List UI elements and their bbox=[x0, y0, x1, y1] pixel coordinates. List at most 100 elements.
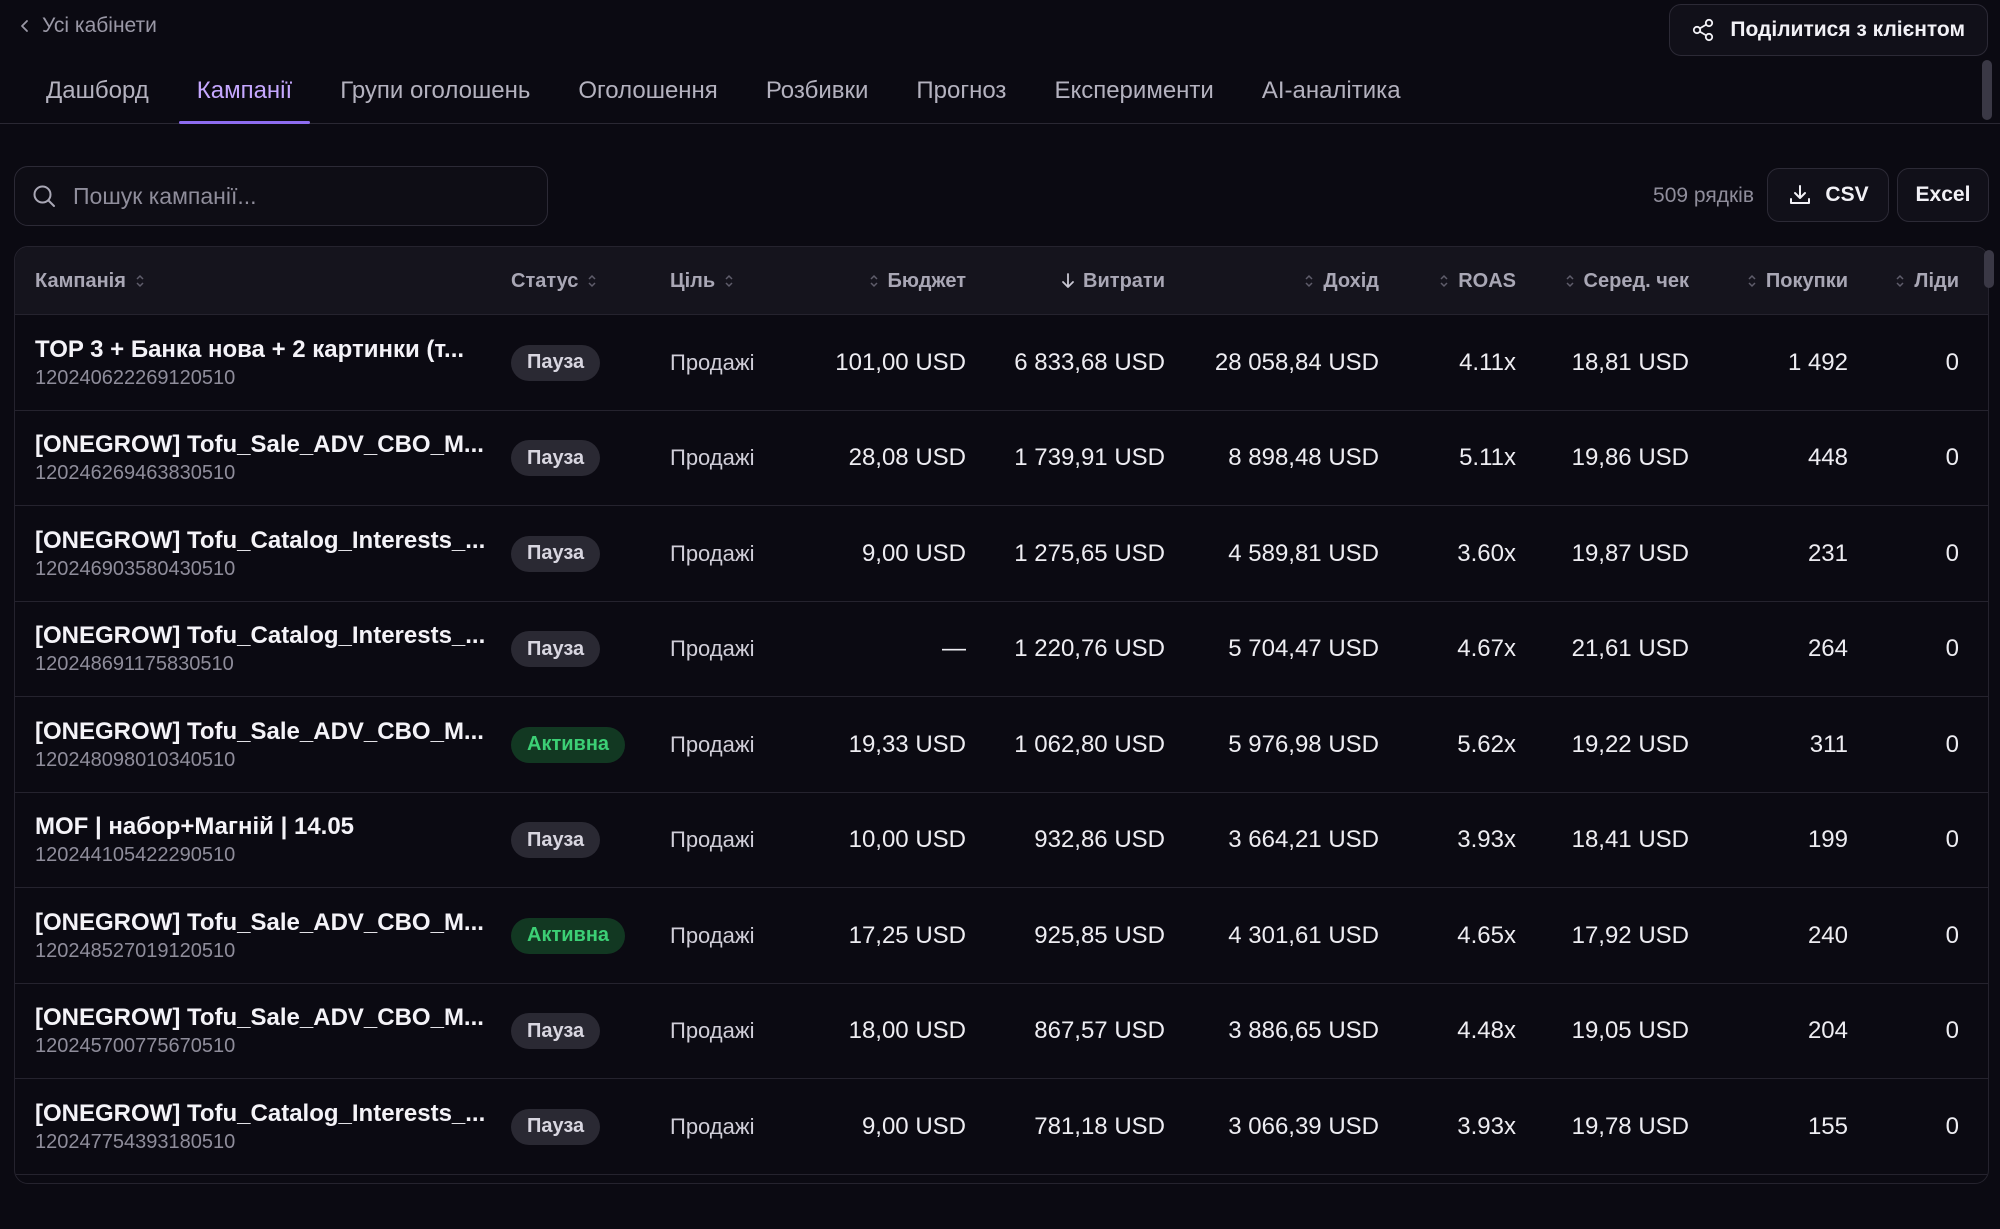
status-badge: Активна bbox=[511, 917, 626, 954]
purchases-cell: 231 bbox=[1807, 539, 1848, 567]
campaign-id: 120240622269120510 bbox=[35, 366, 236, 389]
revenue-cell: 3 886,65 USD bbox=[1228, 1017, 1379, 1044]
campaign-name[interactable]: [ONEGROW] Tofu_Sale_ADV_CBO_M... bbox=[35, 908, 484, 936]
campaign-cell[interactable]: [ONEGROW] Tofu_Catalog_Interests_... 120… bbox=[35, 602, 495, 697]
campaign-name[interactable]: [ONEGROW] Tofu_Catalog_Interests_... bbox=[35, 622, 486, 649]
campaign-cell[interactable]: TOP 3 + Банка нова + 2 картинки (т... 12… bbox=[35, 315, 495, 410]
tab-bar: Дашборд Кампанії Групи оголошень Оголоше… bbox=[0, 58, 2000, 124]
campaign-name[interactable]: [ONEGROW] Tofu_Sale_ADV_CBO_M... bbox=[35, 1004, 484, 1031]
status-cell: Пауза bbox=[511, 1079, 601, 1174]
leads-cell: 0 bbox=[1945, 730, 1959, 758]
table-row[interactable]: TOP 3 + Банка нова + 2 картинки (т... 12… bbox=[15, 315, 1988, 411]
column-header-leads[interactable]: Ліди bbox=[1865, 247, 1959, 315]
export-excel-button[interactable]: Excel bbox=[1897, 168, 1989, 222]
campaign-cell[interactable]: [ONEGROW] Tofu_Sale_ADV_CBO_M... 1202457… bbox=[35, 984, 495, 1079]
column-header-revenue[interactable]: Дохід bbox=[1195, 247, 1379, 315]
tab-ad-groups[interactable]: Групи оголошень bbox=[316, 58, 554, 123]
budget-cell: — bbox=[942, 635, 966, 662]
campaign-cell[interactable]: MOF | набор+Магній | 14.05 1202441054222… bbox=[35, 793, 495, 888]
column-header-budget[interactable]: Бюджет bbox=[815, 247, 966, 315]
table-row[interactable]: [ONEGROW] Tofu_Catalog_Interests_... 120… bbox=[15, 506, 1988, 602]
status-badge: Пауза bbox=[511, 440, 601, 476]
status-badge: Пауза bbox=[511, 344, 601, 381]
revenue-cell: 3 066,39 USD bbox=[1228, 1112, 1379, 1140]
budget-cell: 18,00 USD bbox=[848, 1017, 966, 1044]
tab-campaigns[interactable]: Кампанії bbox=[173, 58, 316, 124]
status-badge: Активна bbox=[511, 726, 626, 763]
spend-cell: 1 739,91 USD bbox=[1014, 444, 1165, 471]
campaign-name[interactable]: [ONEGROW] Tofu_Sale_ADV_CBO_M... bbox=[35, 717, 484, 745]
column-header-goal[interactable]: Ціль bbox=[670, 247, 735, 315]
column-header-avg-check[interactable]: Серед. чек bbox=[1525, 247, 1689, 315]
campaign-cell[interactable]: [ONEGROW] Tofu_Catalog_Interests_... 120… bbox=[35, 506, 495, 601]
campaign-cell[interactable]: [ONEGROW] Tofu_Catalog_Interests_... 120… bbox=[35, 1079, 495, 1174]
table-row[interactable]: [ONEGROW] Tofu_Sale_ADV_CBO_M... 1202457… bbox=[15, 984, 1988, 1079]
roas-cell: 3.60x bbox=[1457, 539, 1516, 567]
revenue-cell: 4 301,61 USD bbox=[1228, 921, 1379, 949]
roas-cell: 5.11x bbox=[1459, 444, 1516, 471]
campaign-id: 120248691175830510 bbox=[35, 653, 234, 675]
avg-check-cell: 19,86 USD bbox=[1571, 444, 1689, 471]
tab-ai-analytics[interactable]: AI-аналітика bbox=[1238, 58, 1425, 123]
campaign-name[interactable]: [ONEGROW] Tofu_Sale_ADV_CBO_M... bbox=[35, 431, 484, 458]
status-cell: Активна bbox=[511, 888, 626, 983]
search-input[interactable] bbox=[71, 181, 547, 211]
column-header-campaign[interactable]: Кампанія bbox=[35, 247, 146, 315]
column-header-status[interactable]: Статус bbox=[511, 247, 598, 315]
campaign-name[interactable]: [ONEGROW] Tofu_Catalog_Interests_... bbox=[35, 1099, 486, 1127]
share-with-client-button[interactable]: Поділитися з клієнтом bbox=[1669, 4, 1988, 56]
row-count: 509 рядків bbox=[1653, 184, 1754, 207]
avg-check-cell: 19,22 USD bbox=[1571, 730, 1689, 758]
campaign-id: 120246903580430510 bbox=[35, 557, 236, 580]
leads-cell: 0 bbox=[1945, 348, 1959, 376]
table-scrollbar[interactable] bbox=[1984, 250, 1994, 288]
status-cell: Пауза bbox=[511, 411, 601, 506]
column-header-purchases[interactable]: Покупки bbox=[1705, 247, 1848, 315]
status-badge: Пауза bbox=[511, 1108, 601, 1145]
campaign-cell[interactable]: [ONEGROW] Tofu_Sale_ADV_CBO_M... 1202480… bbox=[35, 697, 495, 792]
leads-cell: 0 bbox=[1945, 826, 1959, 853]
back-to-accounts-link[interactable]: Усі кабінети bbox=[18, 14, 157, 38]
column-header-spend[interactable]: Витрати bbox=[985, 247, 1165, 315]
column-label: Ліди bbox=[1914, 269, 1959, 292]
table-row[interactable]: [ONEGROW] Tofu_Catalog_Interests_... 120… bbox=[15, 1079, 1988, 1175]
table-row[interactable]: [ONEGROW] Tofu_Catalog_Interests_... 120… bbox=[15, 602, 1988, 697]
column-header-roas[interactable]: ROAS bbox=[1395, 247, 1516, 315]
export-csv-button[interactable]: CSV bbox=[1767, 168, 1889, 222]
status-cell: Пауза bbox=[511, 602, 601, 697]
table-row[interactable]: [ONEGROW] Tofu_Sale_ADV_CBO_M... 1202462… bbox=[15, 411, 1988, 506]
sort-icon bbox=[1896, 274, 1904, 288]
leads-cell: 0 bbox=[1945, 635, 1959, 662]
tab-ads[interactable]: Оголошення bbox=[554, 58, 741, 123]
tab-experiments[interactable]: Експерименти bbox=[1030, 58, 1237, 123]
campaign-name[interactable]: TOP 3 + Банка нова + 2 картинки (т... bbox=[35, 335, 465, 363]
status-badge: Пауза bbox=[511, 822, 601, 858]
tab-breakdowns[interactable]: Розбивки bbox=[742, 58, 893, 123]
tabs-scrollbar[interactable] bbox=[1982, 60, 1992, 120]
tab-forecast[interactable]: Прогноз bbox=[892, 58, 1030, 123]
csv-label: CSV bbox=[1825, 183, 1869, 206]
revenue-cell: 5 704,47 USD bbox=[1228, 635, 1379, 662]
goal-cell: Продажі bbox=[670, 731, 755, 757]
campaign-name[interactable]: MOF | набор+Магній | 14.05 bbox=[35, 813, 355, 840]
purchases-cell: 204 bbox=[1807, 1017, 1848, 1044]
tab-label: Експерименти bbox=[1054, 76, 1214, 104]
goal-cell: Продажі bbox=[670, 349, 755, 375]
revenue-cell: 8 898,48 USD bbox=[1228, 444, 1379, 471]
campaign-name[interactable]: [ONEGROW] Tofu_Catalog_Interests_... bbox=[35, 526, 486, 554]
column-label: Витрати bbox=[1083, 269, 1165, 292]
campaign-cell[interactable]: [ONEGROW] Tofu_Sale_ADV_CBO_M... 1202485… bbox=[35, 888, 495, 983]
column-label: Бюджет bbox=[887, 269, 966, 292]
table-row[interactable]: MOF | набор+Магній | 14.05 1202441054222… bbox=[15, 793, 1988, 888]
spend-cell: 781,18 USD bbox=[1034, 1112, 1165, 1140]
campaign-cell[interactable]: [ONEGROW] Tofu_Sale_ADV_CBO_M... 1202462… bbox=[35, 411, 495, 506]
sort-icon bbox=[725, 274, 733, 288]
sort-descending-icon bbox=[1062, 273, 1074, 288]
sort-icon bbox=[136, 274, 144, 288]
campaign-id: 120247754393180510 bbox=[35, 1130, 236, 1153]
goal-cell: Продажі bbox=[670, 636, 755, 661]
table-row[interactable]: [ONEGROW] Tofu_Sale_ADV_CBO_M... 1202480… bbox=[15, 697, 1988, 793]
status-cell: Пауза bbox=[511, 315, 601, 410]
tab-dashboard[interactable]: Дашборд bbox=[22, 58, 173, 123]
table-row[interactable]: [ONEGROW] Tofu_Sale_ADV_CBO_M... 1202485… bbox=[15, 888, 1988, 984]
